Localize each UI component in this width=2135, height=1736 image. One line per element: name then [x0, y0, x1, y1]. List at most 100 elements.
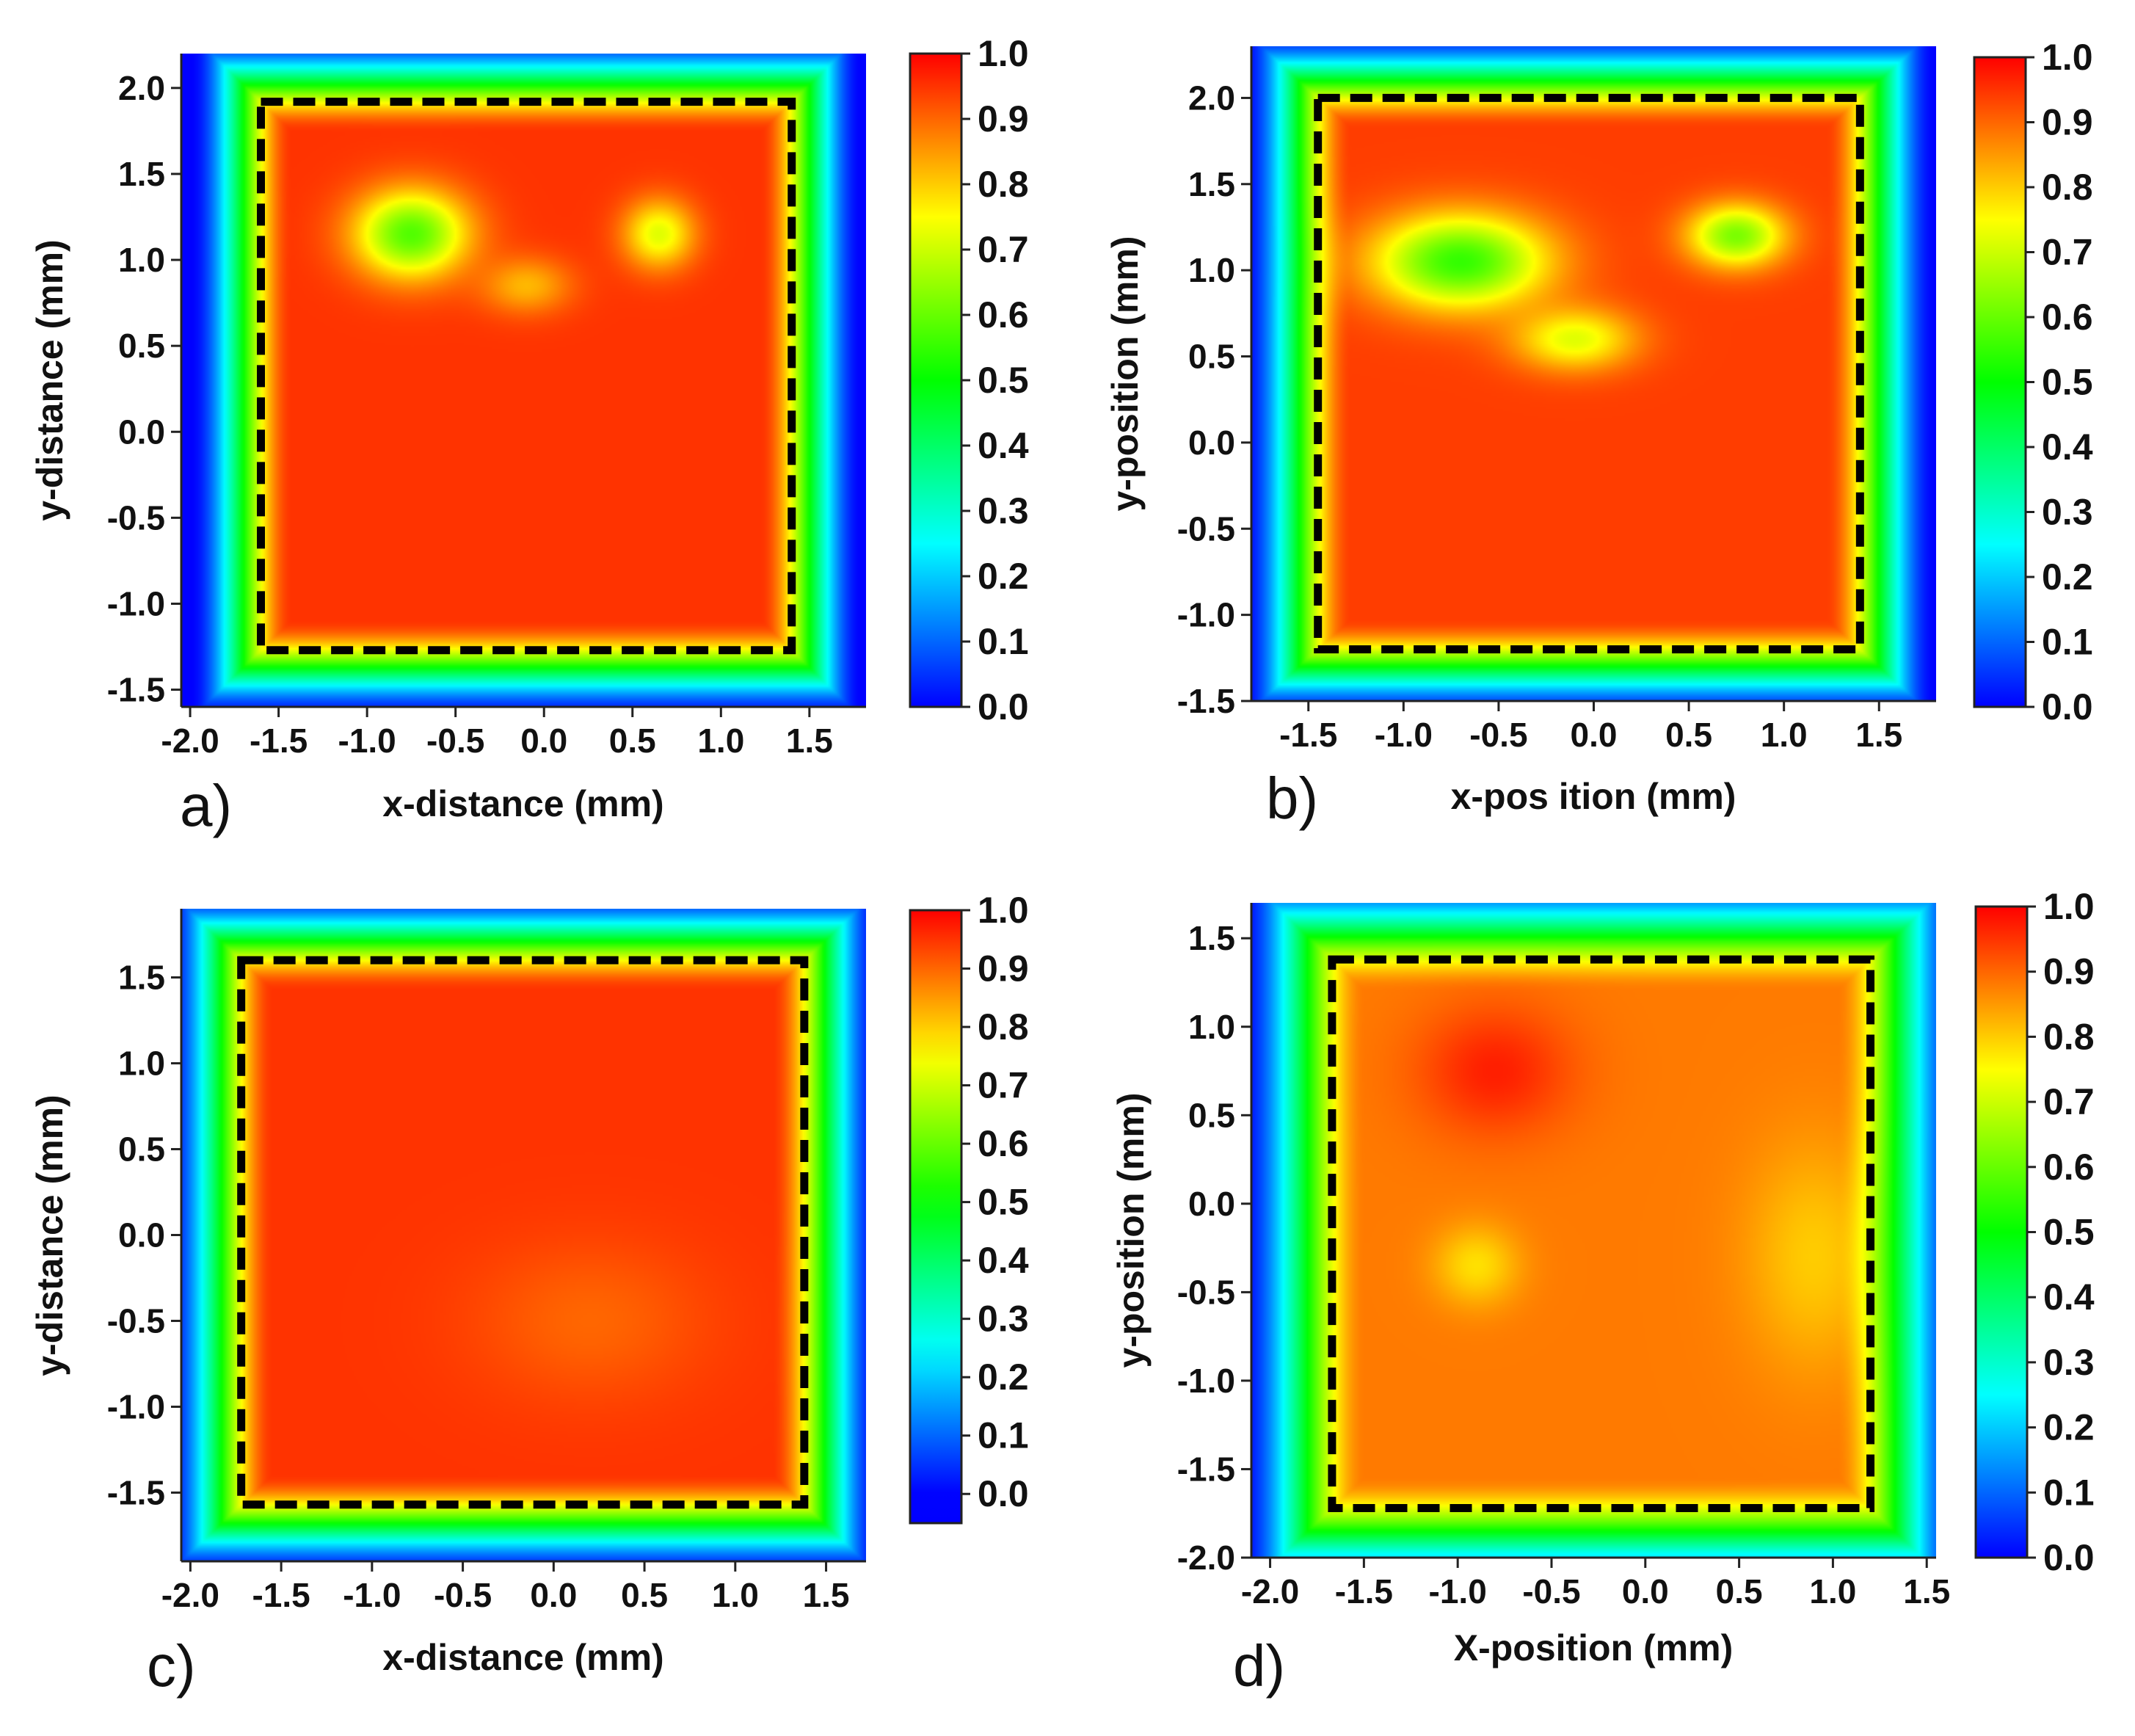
colorbar-tick-label: 0.3 [2042, 492, 2093, 533]
y-tick-label: 0.5 [1188, 338, 1235, 376]
y-axis-title: y-distance (mm) [29, 1094, 70, 1376]
x-tick-label: 0.5 [1716, 1572, 1763, 1610]
y-tick-label: 1.0 [118, 1045, 165, 1083]
colorbar-tick-label: 0.6 [978, 294, 1029, 335]
y-tick-label: 0.0 [118, 1216, 165, 1254]
colorbar-tick-label: 0.0 [978, 1473, 1029, 1514]
y-tick-label: -1.5 [1177, 1450, 1235, 1488]
axes: -2.0 -1.5 -1.0 -0.5 0.0 0.5 1.0 1.5 2.0 1.5 1.0 0.5… [107, 54, 866, 760]
colorbar-tick-label: 0.0 [978, 686, 1029, 727]
y-tick-label: -1.0 [107, 1387, 165, 1426]
colorbar-tick-label: 0.3 [978, 1299, 1029, 1340]
colorbar-tick-label: 0.1 [2042, 622, 2093, 663]
y-tick-label: -0.5 [107, 498, 165, 537]
x-tick-label: 1.5 [1903, 1572, 1950, 1610]
colorbar-tick-label: 0.2 [978, 1357, 1029, 1398]
x-tick-label: 0.0 [520, 722, 567, 760]
y-tick-label: 1.0 [1188, 251, 1235, 289]
colorbar-tick-label: 0.6 [2043, 1147, 2095, 1188]
panel-label: b) [1266, 766, 1318, 831]
panel-c: -2.0 -1.5 -1.0 -0.5 0.0 0.5 1.0 1.5 1.5 1.0 0.5 0.0… [29, 890, 1029, 1699]
panel-label: a) [180, 773, 232, 838]
y-tick-label: 0.0 [118, 413, 165, 451]
colorbar-tick-label: 0.8 [2042, 167, 2093, 208]
y-tick-label: -1.5 [1177, 682, 1235, 720]
colorbar-tick-label: 1.0 [978, 33, 1029, 74]
x-tick-label: 1.0 [1809, 1572, 1856, 1610]
panel-label: d) [1233, 1633, 1285, 1699]
x-tick-label: 0.5 [1665, 716, 1712, 754]
colorbar-tick-label: 0.4 [978, 1240, 1029, 1281]
boundary-dashed-rect [256, 98, 796, 655]
x-tick-label: 1.0 [697, 722, 744, 760]
panel-d: -2.0 -1.5 -1.0 -0.5 0.0 0.5 1.0 1.5 1.5 1.0 0.5 0.0… [1110, 886, 2095, 1699]
colorbar-tick-label: 0.8 [2043, 1016, 2095, 1057]
colorbar-tick-label: 0.5 [2042, 362, 2093, 403]
x-tick-label: 1.5 [1855, 716, 1902, 754]
y-tick-label: -0.5 [1177, 509, 1235, 548]
colorbar-tick-label: 0.0 [2043, 1537, 2095, 1578]
colorbar-tick-label: 0.8 [978, 1006, 1029, 1047]
colorbar-tick-label: 0.7 [978, 229, 1029, 270]
colorbar-tick-label: 1.0 [2042, 37, 2093, 78]
axes: -2.0 -1.5 -1.0 -0.5 0.0 0.5 1.0 1.5 1.5 1.0 0.5 0.0… [107, 909, 866, 1614]
x-tick-label: -1.5 [1335, 1572, 1393, 1610]
x-tick-label: -2.0 [161, 722, 219, 760]
x-tick-label: -1.0 [1375, 716, 1433, 754]
y-tick-label: 1.5 [1188, 919, 1235, 957]
y-tick-label: 2.0 [1188, 79, 1235, 117]
heatmap-image [181, 909, 866, 1561]
x-tick-label: 1.0 [1761, 716, 1808, 754]
colorbar-tick-label: 0.4 [978, 425, 1029, 466]
colorbar-gradient [1973, 56, 2027, 708]
y-tick-label: -0.5 [107, 1301, 165, 1340]
colorbar-tick-label: 0.5 [978, 1182, 1029, 1223]
x-tick-label: -1.5 [1279, 716, 1337, 754]
colorbar-tick-label: 0.2 [2042, 556, 2093, 598]
colorbar: 1.0 0.9 0.8 0.7 0.6 0.5 0.4 0.3 0.2 0.1 0.0 [1973, 37, 2093, 727]
x-tick-label: 1.5 [786, 722, 833, 760]
colorbar-tick-label: 0.1 [978, 1415, 1029, 1456]
x-axis-title: x-distance (mm) [382, 1637, 663, 1678]
y-tick-label: 2.0 [118, 69, 165, 107]
colorbar-tick-label: 0.7 [2043, 1081, 2095, 1122]
x-tick-label: 0.0 [1622, 1572, 1669, 1610]
y-tick-label: -1.0 [107, 584, 165, 622]
heatmap-image [1251, 903, 1936, 1558]
colorbar-tick-label: 0.1 [978, 621, 1029, 662]
colorbar-tick-label: 0.9 [978, 98, 1029, 139]
colorbar-tick-label: 0.9 [978, 948, 1029, 989]
colorbar-gradient [1974, 905, 2029, 1559]
y-tick-label: -1.0 [1177, 1362, 1235, 1400]
colorbar-gradient [909, 909, 963, 1525]
x-axis-title: x-pos ition (mm) [1451, 776, 1736, 817]
y-tick-label: -0.5 [1177, 1273, 1235, 1311]
x-tick-label: 0.5 [609, 722, 656, 760]
x-tick-label: 0.5 [621, 1576, 668, 1614]
x-tick-label: -0.5 [434, 1576, 492, 1614]
colorbar-tick-label: 0.0 [2042, 686, 2093, 727]
x-axis-title: X-position (mm) [1454, 1627, 1734, 1668]
panel-b: -1.5 -1.0 -0.5 0.0 0.5 1.0 1.5 2.0 1.5 1.0 0.5 0.0 -… [1105, 37, 2093, 831]
x-tick-label: -2.0 [1241, 1572, 1299, 1610]
y-tick-label: 1.5 [118, 155, 165, 193]
panel-a: -2.0 -1.5 -1.0 -0.5 0.0 0.5 1.0 1.5 2.0 1.5 1.0 0.5… [29, 33, 1029, 838]
y-tick-label: -1.5 [107, 671, 165, 709]
colorbar: 1.0 0.9 0.8 0.7 0.6 0.5 0.4 0.3 0.2 0.1 0.0 [909, 33, 1029, 727]
panel-label: c) [147, 1633, 196, 1699]
colorbar-tick-label: 0.2 [2043, 1407, 2095, 1448]
x-tick-label: -1.5 [250, 722, 308, 760]
colorbar: 1.0 0.9 0.8 0.7 0.6 0.5 0.4 0.3 0.2 0.1 0.0 [1974, 886, 2095, 1578]
colorbar-tick-label: 0.1 [2043, 1472, 2095, 1513]
colorbar-tick-label: 0.4 [2042, 426, 2093, 468]
x-axis-title: x-distance (mm) [382, 783, 663, 824]
y-tick-label: 0.5 [1188, 1096, 1235, 1134]
y-tick-label: 0.5 [118, 327, 165, 365]
colorbar-tick-label: 0.5 [2043, 1212, 2095, 1253]
x-tick-label: -1.0 [343, 1576, 401, 1614]
colorbar-tick-label: 0.3 [2043, 1342, 2095, 1383]
y-tick-label: 1.0 [1188, 1008, 1235, 1046]
y-axis-title: y-distance (mm) [29, 239, 70, 520]
colorbar-gradient [909, 52, 963, 708]
